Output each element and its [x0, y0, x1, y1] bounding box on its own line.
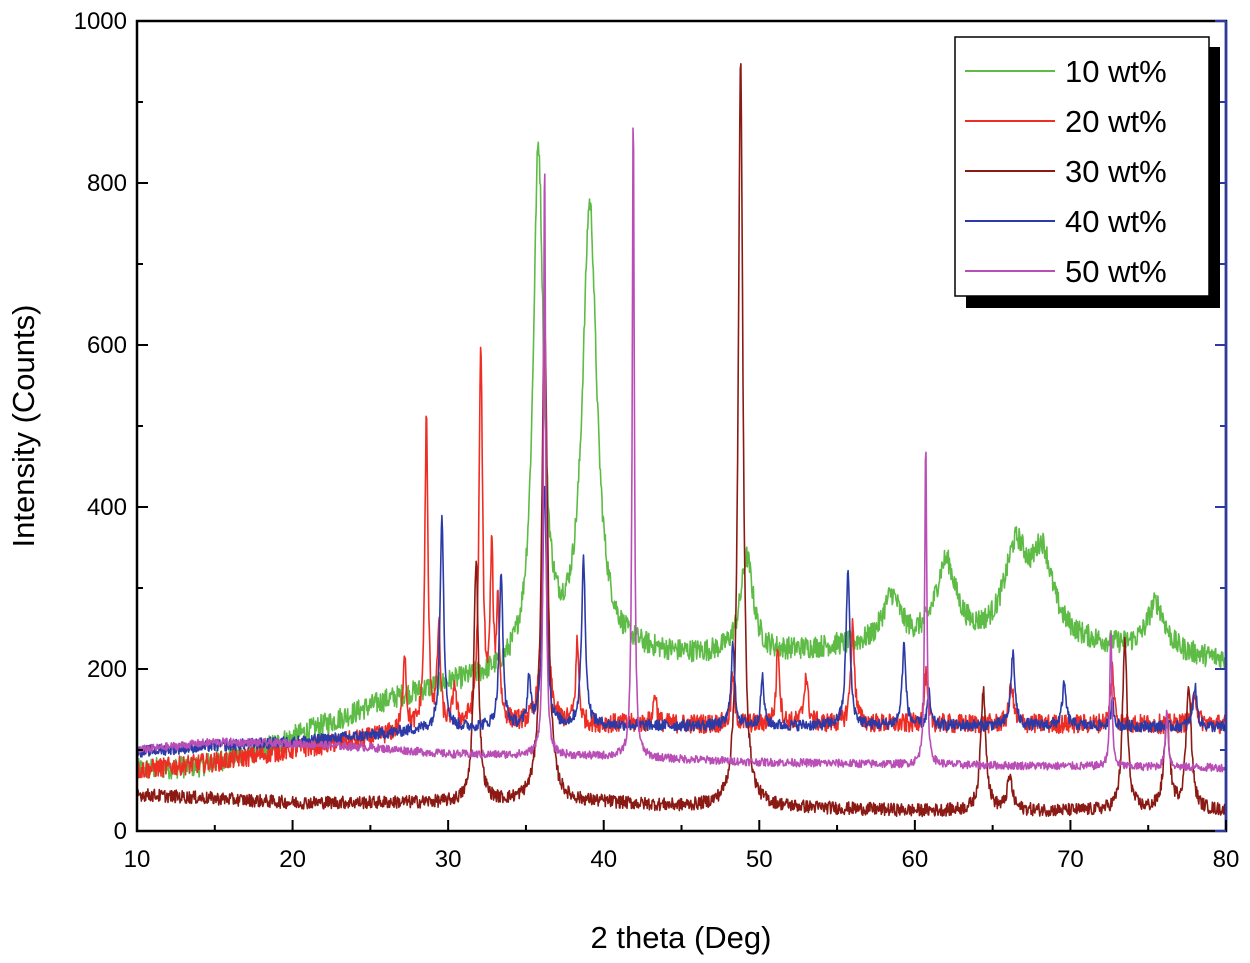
- ticks-layer: [136, 20, 1227, 832]
- legend-label: 40 wt%: [1065, 204, 1167, 239]
- y-tick-label: 600: [87, 332, 127, 359]
- legend-label: 30 wt%: [1065, 154, 1167, 189]
- y-tick-label: 200: [87, 656, 127, 683]
- x-axis-title: 2 theta (Deg): [591, 920, 772, 955]
- series-layer: [137, 63, 1226, 818]
- legend-label: 10 wt%: [1065, 54, 1167, 89]
- x-tick-label: 60: [902, 846, 929, 873]
- series-line-3: [137, 63, 1226, 818]
- y-tick-label: 1000: [74, 8, 127, 35]
- series-line-2: [137, 343, 1226, 779]
- y-axis-title: Intensity (Counts): [6, 305, 41, 548]
- legend-box: [954, 36, 1210, 297]
- x-tick-label: 40: [590, 846, 617, 873]
- x-tick-label: 20: [279, 846, 306, 873]
- series-line-5: [137, 127, 1226, 773]
- x-tick-label: 10: [124, 846, 151, 873]
- y-tick-label: 0: [114, 818, 127, 845]
- legend: 10 wt% 20 wt% 30 wt% 40 wt% 50 wt%: [954, 36, 1220, 308]
- series-line-4: [137, 485, 1226, 758]
- x-tick-label: 30: [435, 846, 462, 873]
- legend-label: 50 wt%: [1065, 254, 1167, 289]
- y-tick-label: 800: [87, 170, 127, 197]
- y-tick-label: 400: [87, 494, 127, 521]
- legend-label: 20 wt%: [1065, 104, 1167, 139]
- series-line-1: [137, 141, 1226, 780]
- x-tick-label: 70: [1057, 846, 1084, 873]
- x-tick-label: 50: [746, 846, 773, 873]
- x-tick-label: 80: [1213, 846, 1240, 873]
